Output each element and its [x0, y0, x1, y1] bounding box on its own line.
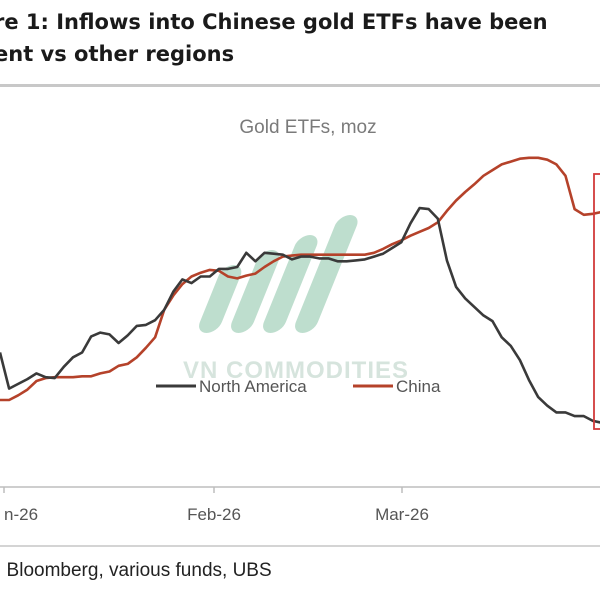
- highlight-box: [593, 173, 600, 430]
- watermark: VN COMMODITIES: [183, 215, 409, 384]
- x-tick-label-feb: Feb-26: [187, 505, 241, 524]
- x-tick-label-mar: Mar-26: [375, 505, 429, 524]
- x-tick-label-jan: n-26: [4, 505, 38, 524]
- series-line-north-america: [0, 206, 600, 424]
- watermark-logo-icon: [199, 215, 358, 333]
- chart-subtitle: Gold ETFs, moz: [239, 117, 376, 138]
- legend: North America China: [156, 377, 441, 396]
- top-divider: [0, 84, 600, 87]
- series-layer: [0, 156, 600, 424]
- series-line-china: [0, 156, 600, 402]
- x-axis-ticks: n-26 Feb-26 Mar-26: [3, 487, 429, 524]
- legend-label-china: China: [396, 377, 441, 396]
- watermark-text: VN COMMODITIES: [183, 357, 409, 384]
- source-note: : Bloomberg, various funds, UBS: [0, 560, 272, 581]
- bottom-divider: [0, 545, 600, 547]
- legend-label-north-america: North America: [199, 377, 307, 396]
- figure-title: re 1: Inflows into Chinese gold ETFs hav…: [0, 10, 548, 66]
